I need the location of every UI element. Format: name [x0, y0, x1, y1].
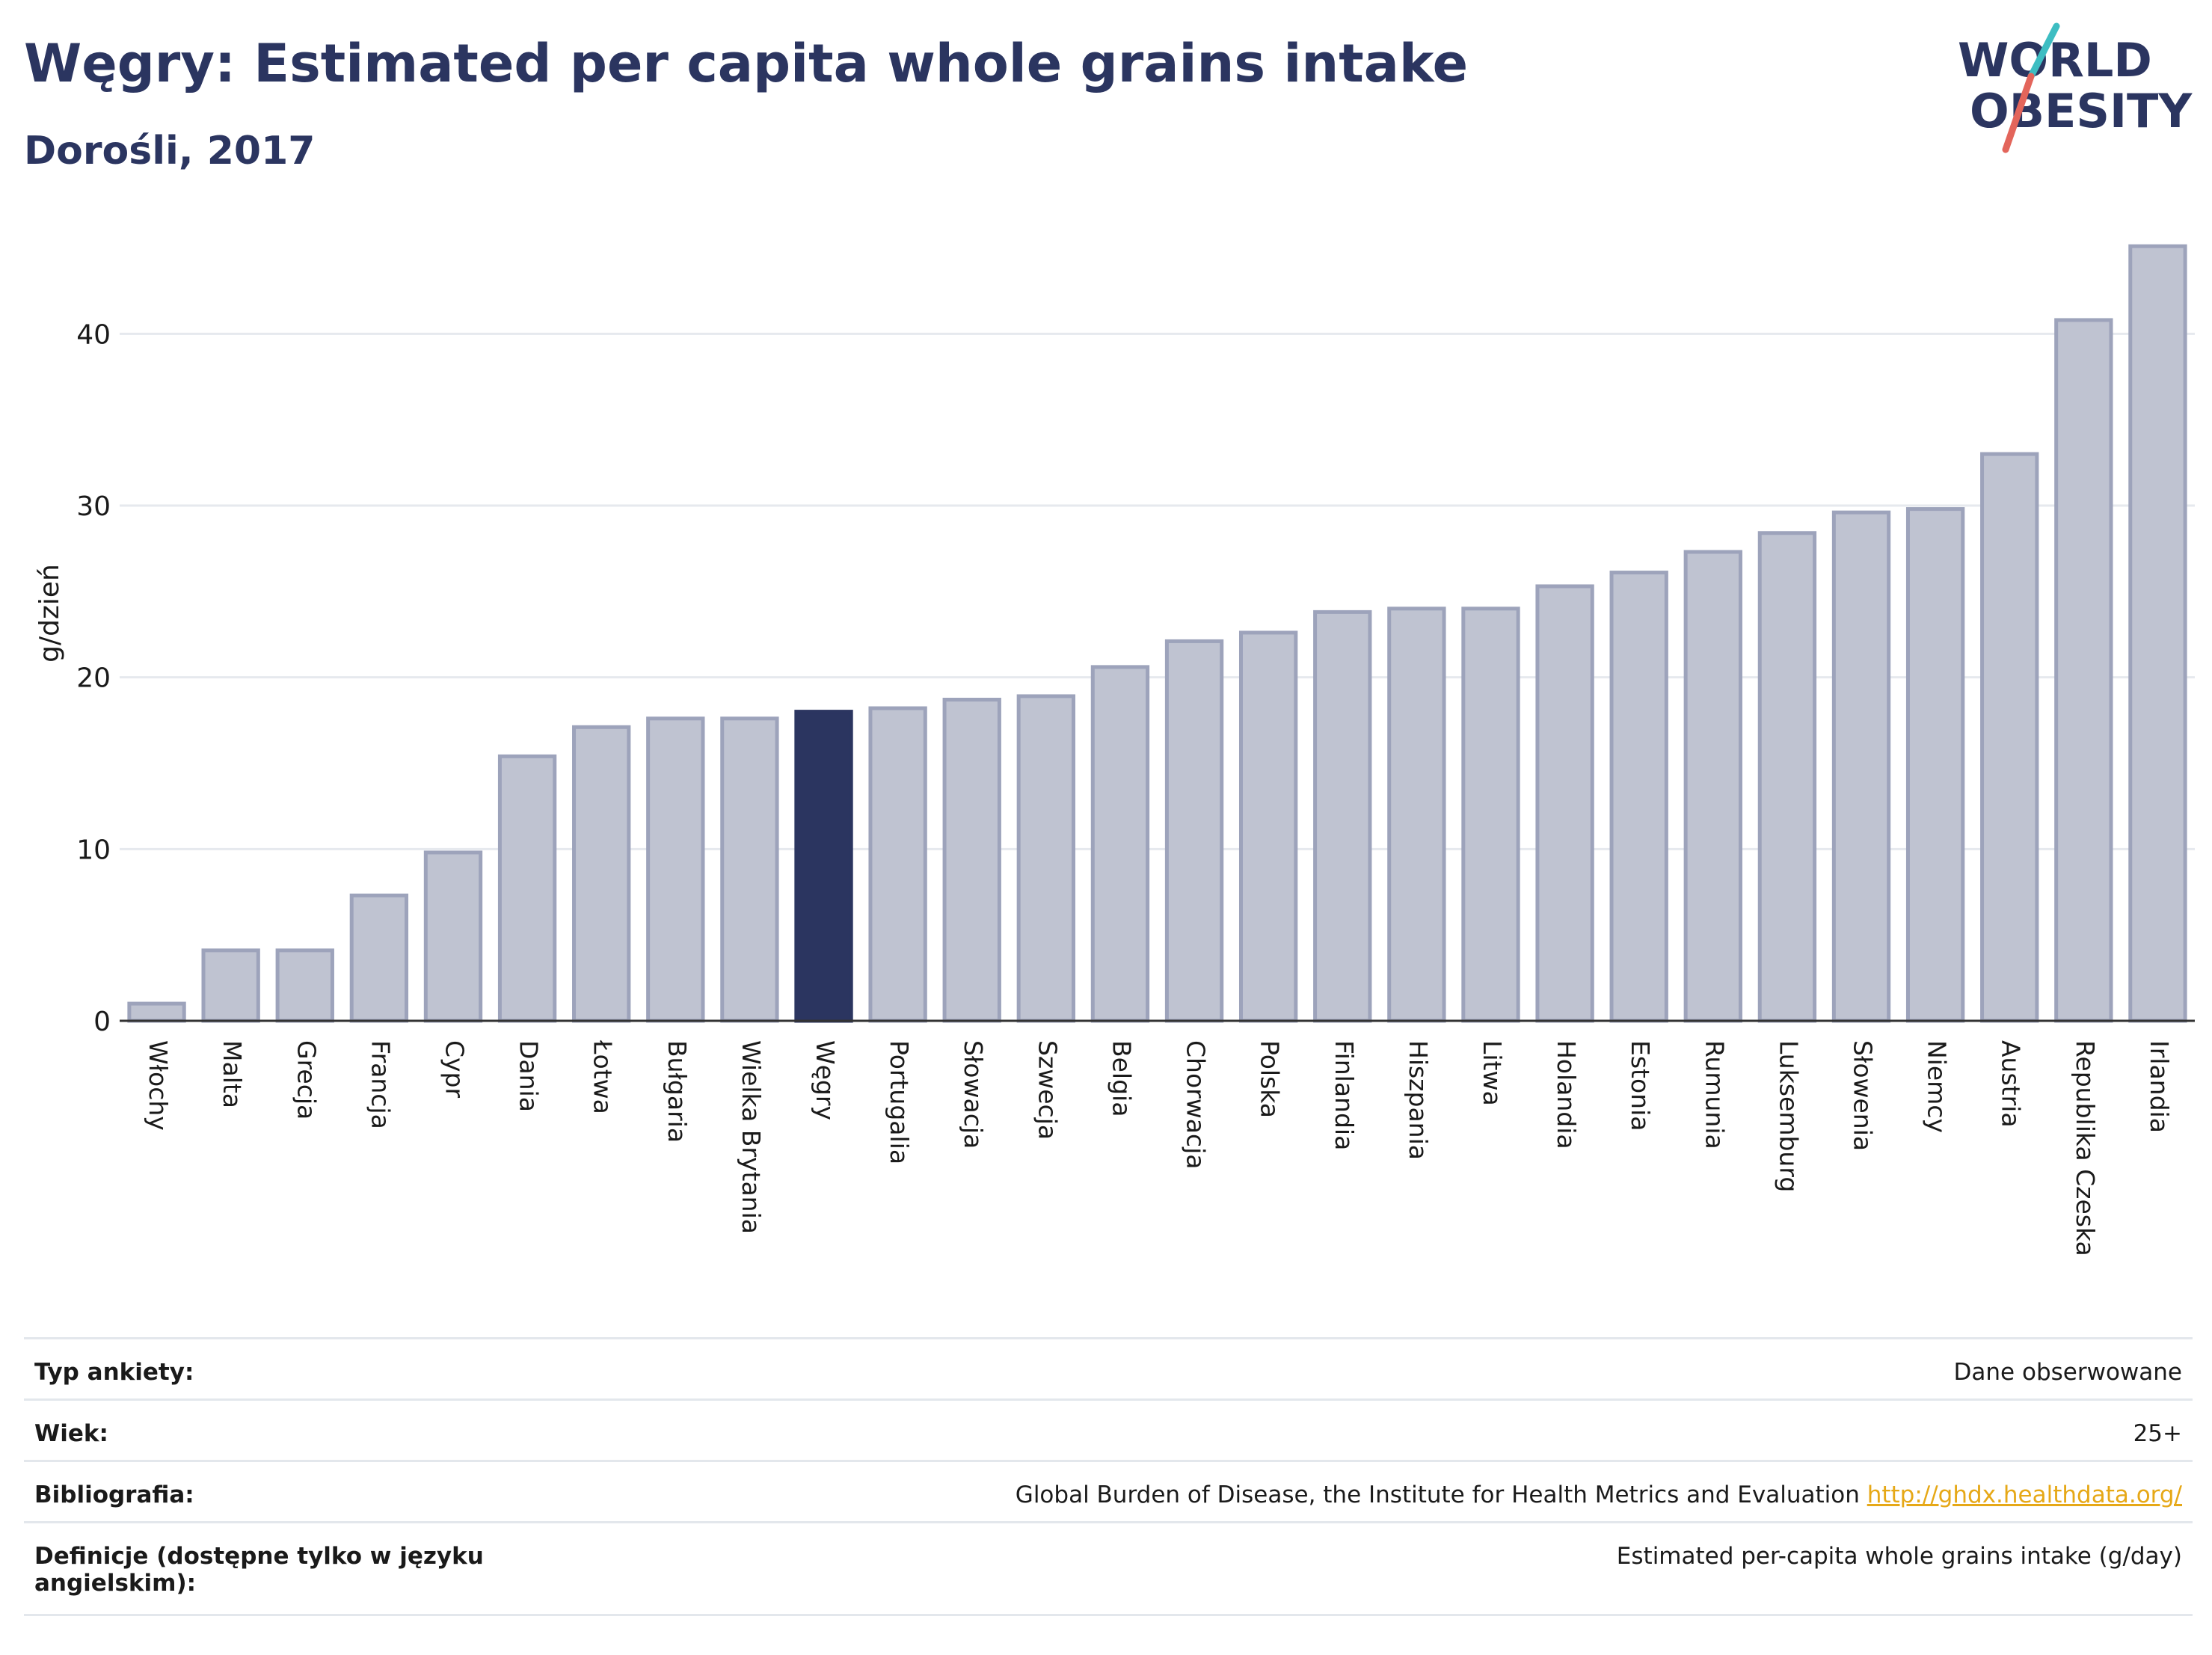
- bibliography-value: Global Burden of Disease, the Institute …: [1016, 1481, 2182, 1508]
- y-tick-labels: 0 10 20 30 40: [76, 319, 111, 1037]
- x-tick-label: Wielka Brytania: [737, 1040, 766, 1234]
- bar-Szwecja[interactable]: [1016, 694, 1076, 1023]
- definitions-value: Estimated per-capita whole grains intake…: [1616, 1543, 2182, 1570]
- x-tick-label: Estonia: [1626, 1040, 1655, 1131]
- x-tick-label: Hiszpania: [1404, 1040, 1433, 1160]
- page-title: Węgry: Estimated per capita whole grains…: [24, 33, 1469, 94]
- x-tick-label: Irlandia: [2145, 1040, 2174, 1133]
- bar-Irlandia[interactable]: [2128, 244, 2187, 1023]
- age-label: Wiek:: [34, 1420, 108, 1447]
- x-tick-label: Finlandia: [1330, 1040, 1359, 1150]
- bibliography-link[interactable]: http://ghdx.healthdata.org/: [1867, 1481, 2182, 1508]
- x-tick-label: Węgry: [811, 1040, 840, 1120]
- x-tick-label: Belgia: [1107, 1040, 1136, 1117]
- bar-Francja[interactable]: [349, 893, 409, 1023]
- age-value: 25+: [2133, 1420, 2182, 1447]
- x-tick-label: Grecja: [292, 1040, 321, 1120]
- x-tick-labels: Włochy Malta Grecja Francja Cypr Dania Łotwa Bu…: [144, 1040, 2174, 1256]
- bar-Austria[interactable]: [1980, 452, 2039, 1023]
- x-tick-label: Słowacja: [959, 1040, 988, 1149]
- meta-row-survey-type: Typ ankiety: Dane obserwowane: [24, 1337, 2193, 1398]
- definitions-label: Definicje (dostępne tylko w języku angie…: [34, 1543, 484, 1597]
- bar-Malta[interactable]: [201, 948, 260, 1023]
- x-tick-label: Włochy: [144, 1040, 173, 1131]
- bar-Bułgaria[interactable]: [646, 716, 705, 1023]
- meta-row-age: Wiek: 25+: [24, 1398, 2193, 1460]
- y-tick-label: 40: [76, 319, 111, 350]
- bar-Rumunia[interactable]: [1683, 550, 1742, 1023]
- x-tick-label: Słowenia: [1849, 1040, 1878, 1151]
- x-tick-label: Malta: [218, 1040, 247, 1108]
- bar-Chorwacja[interactable]: [1164, 639, 1224, 1023]
- x-tick-label: Rumunia: [1700, 1040, 1729, 1149]
- bar-Portugalia[interactable]: [868, 706, 927, 1023]
- x-tick-label: Chorwacja: [1182, 1040, 1211, 1169]
- survey-type-label: Typ ankiety:: [34, 1359, 194, 1386]
- x-tick-label: Cypr: [440, 1040, 469, 1099]
- bar-Niemcy[interactable]: [1905, 507, 1965, 1023]
- meta-row-definitions: Definicje (dostępne tylko w języku angie…: [24, 1521, 2193, 1614]
- x-tick-label: Dania: [514, 1040, 544, 1112]
- bibliography-text: Global Burden of Disease, the Institute …: [1015, 1481, 1860, 1508]
- x-tick-label: Szwecja: [1033, 1040, 1062, 1140]
- bar-Republika Czeska[interactable]: [2054, 318, 2113, 1023]
- bar-Luksemburg[interactable]: [1757, 531, 1817, 1023]
- bar-Hiszpania[interactable]: [1387, 607, 1446, 1023]
- logo-line1: WORLD: [1958, 33, 2152, 87]
- bar-Słowenia[interactable]: [1831, 510, 1891, 1023]
- bar-chart: 0 10 20 30 40 Włochy Malta Grecja Francja Cypr Da…: [34, 244, 2195, 1256]
- bar-Litwa[interactable]: [1461, 607, 1520, 1023]
- logo-line2: OBESITY: [1970, 84, 2193, 138]
- bars: [127, 244, 2187, 1023]
- x-tick-label: Holandia: [1552, 1040, 1581, 1149]
- bar-Finlandia[interactable]: [1313, 610, 1372, 1023]
- bar-Wielka Brytania[interactable]: [720, 716, 779, 1023]
- bar-Węgry[interactable]: [794, 710, 853, 1023]
- x-tick-label: Łotwa: [589, 1040, 618, 1114]
- bar-Belgia[interactable]: [1090, 665, 1150, 1023]
- bar-Włochy[interactable]: [127, 1001, 186, 1023]
- bibliography-label: Bibliografia:: [34, 1481, 194, 1508]
- bar-Łotwa[interactable]: [572, 725, 631, 1023]
- y-tick-label: 30: [76, 491, 111, 522]
- y-tick-label: 20: [76, 663, 111, 694]
- x-tick-label: Austria: [1997, 1040, 2026, 1128]
- x-tick-label: Francja: [366, 1040, 395, 1129]
- bar-Polska[interactable]: [1238, 630, 1298, 1023]
- x-tick-label: Bułgaria: [663, 1040, 692, 1143]
- meta-bottom-border: [24, 1614, 2193, 1616]
- bar-Słowacja[interactable]: [942, 698, 1001, 1023]
- x-tick-label: Portugalia: [885, 1040, 914, 1164]
- bar-Grecja[interactable]: [275, 948, 334, 1023]
- metadata-table: Typ ankiety: Dane obserwowane Wiek: 25+ …: [24, 1337, 2193, 1616]
- y-tick-label: 0: [93, 1007, 111, 1037]
- x-tick-label: Litwa: [1478, 1040, 1507, 1106]
- bar-Cypr[interactable]: [423, 850, 483, 1023]
- survey-type-value: Dane obserwowane: [1953, 1359, 2182, 1386]
- y-axis-label: g/dzień: [34, 564, 65, 663]
- bar-Holandia[interactable]: [1535, 584, 1594, 1023]
- bar-Estonia[interactable]: [1609, 571, 1668, 1023]
- x-tick-label: Luksemburg: [1774, 1040, 1803, 1192]
- x-tick-label: Niemcy: [1923, 1040, 1952, 1133]
- page-subtitle: Dorośli, 2017: [24, 129, 316, 174]
- bar-Dania[interactable]: [497, 754, 557, 1023]
- meta-row-bibliography: Bibliografia: Global Burden of Disease, …: [24, 1460, 2193, 1521]
- x-tick-label: Polska: [1256, 1040, 1285, 1118]
- y-tick-label: 10: [76, 835, 111, 865]
- world-obesity-logo: WORLD OBESITY: [1958, 22, 2193, 153]
- x-tick-label: Republika Czeska: [2071, 1040, 2100, 1256]
